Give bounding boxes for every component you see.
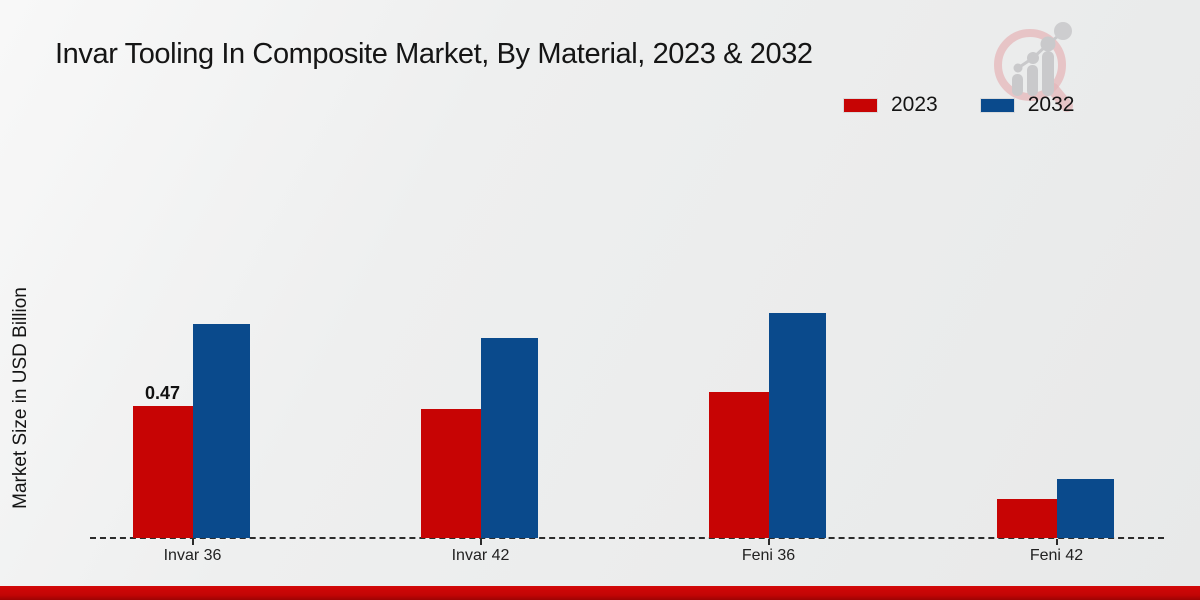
x-axis-label-invar-36: Invar 36 <box>163 547 222 564</box>
bar-2032-feni-42 <box>1056 479 1114 538</box>
x-axis-tick-invar-42 <box>479 539 482 545</box>
legend: 2023 2032 <box>843 93 1074 117</box>
x-axis-line <box>90 537 1164 539</box>
bar-2032-feni-36 <box>768 313 826 538</box>
legend-item-2032: 2032 <box>979 93 1075 117</box>
x-axis-tick-feni-36 <box>767 539 770 545</box>
logo-bar-small-icon <box>1012 74 1023 96</box>
logo-bar-medium-icon <box>1027 65 1038 96</box>
bar-2023-feni-42 <box>996 499 1057 538</box>
logo-dot-2-icon <box>1027 52 1039 64</box>
x-axis-label-feni-36: Feni 36 <box>741 547 796 564</box>
logo-dot-4-icon <box>1054 22 1072 40</box>
chart-title: Invar Tooling In Composite Market, By Ma… <box>55 38 813 70</box>
magnifier-handle-icon <box>1047 83 1073 112</box>
legend-label-2032: 2032 <box>1027 93 1075 116</box>
bar-2032-invar-42 <box>480 338 538 538</box>
bar-2023-feni-36 <box>708 392 769 538</box>
legend-swatch-2023 <box>843 97 878 113</box>
x-axis-tick-feni-42 <box>1055 539 1058 545</box>
bar-value-label-invar-36: 0.47 <box>144 383 181 403</box>
logo-dot-3-icon <box>1040 36 1056 52</box>
x-axis-label-invar-42: Invar 42 <box>451 547 510 564</box>
market-research-logo-watermark <box>994 22 1073 112</box>
x-axis-label-feni-42: Feni 42 <box>1029 547 1084 564</box>
bar-2032-invar-36 <box>192 324 250 538</box>
y-axis-title: Market Size in USD Billion <box>10 287 31 509</box>
logo-dot-1-icon <box>1013 63 1023 73</box>
bar-2023-invar-42 <box>420 409 481 538</box>
bar-2023-invar-36 <box>132 406 193 538</box>
legend-item-2023: 2023 <box>843 93 938 117</box>
logo-trend-line-icon <box>1017 31 1063 70</box>
magnifier-ring-icon <box>994 29 1066 101</box>
legend-label-2023: 2023 <box>891 93 938 116</box>
footer-accent-bar <box>0 586 1200 600</box>
x-axis-tick-invar-36 <box>191 539 194 545</box>
legend-swatch-2032 <box>979 97 1015 113</box>
logo-bar-large-icon <box>1042 51 1054 96</box>
